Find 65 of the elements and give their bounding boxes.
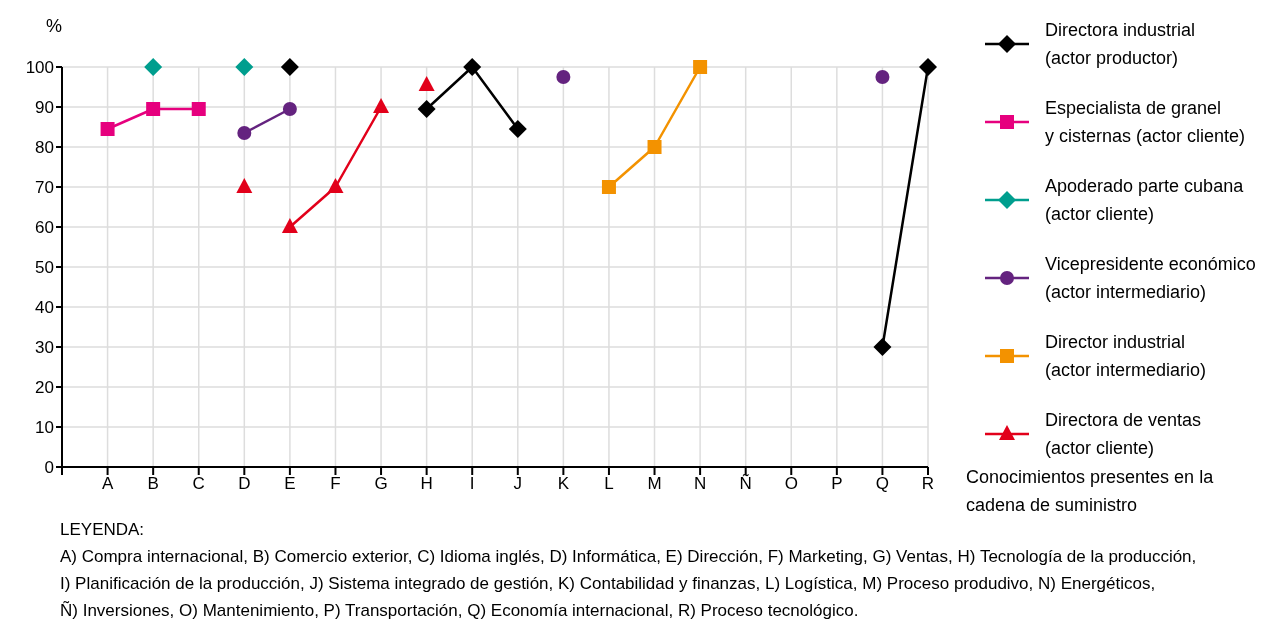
x-axis-title: Conocimientos presentes en la cadena de suministro: [966, 466, 1215, 517]
legend-label: Directora industrial (actor productor): [1045, 19, 1196, 70]
point: [281, 218, 298, 233]
point: [235, 58, 254, 76]
point: [100, 122, 115, 136]
text: A) Compra internacional, B) Comercio exterior, C) Idioma inglés, D) Informática, E) Dirección, F) Marketing, G) Ventas, H) Tecnología de la producción,: [60, 546, 1197, 568]
point: [418, 76, 435, 91]
x-tick-label: O: [784, 474, 798, 494]
y-tick-label: 20: [35, 378, 54, 398]
y-tick-label: 10: [35, 418, 54, 438]
text: Ñ) Inversiones, O) Mantenimiento, P) Transportación, Q) Economía internacional, R) Proceso tecnológico.: [60, 600, 860, 622]
y-tick-label: 30: [35, 338, 54, 358]
x-tick-label: M: [647, 474, 662, 494]
point: [191, 102, 206, 116]
x-tick-label: G: [374, 474, 388, 494]
text: LEYENDA:: [60, 519, 146, 541]
legend-label: Especialista de granel y cisternas (actor cliente): [1045, 97, 1246, 148]
point: [373, 98, 390, 113]
point: [280, 58, 299, 76]
legend-label: Apoderado parte cubana (actor cliente): [1045, 175, 1244, 226]
x-tick-label: P: [831, 474, 843, 494]
y-tick-label: 90: [35, 98, 54, 118]
point: [282, 102, 297, 116]
point: [873, 338, 892, 356]
x-tick-label: L: [604, 474, 614, 494]
legend-label: Directora de ventas (actor cliente): [1045, 409, 1202, 460]
x-tick-label: R: [921, 474, 935, 494]
point: [508, 120, 527, 138]
y-axis-title: %: [46, 16, 63, 37]
point: [919, 58, 937, 76]
legend-label: Vicepresidente económico (actor intermediario): [1045, 253, 1256, 304]
x-tick-label: Q: [875, 474, 890, 494]
point: [463, 58, 482, 76]
point: [144, 58, 163, 76]
y-tick-label: 70: [35, 178, 54, 198]
point: [236, 178, 253, 193]
y-tick-label: 100: [25, 58, 54, 78]
x-tick-label: E: [284, 474, 296, 494]
point: [146, 102, 161, 116]
x-tick-label: Ñ: [739, 474, 752, 494]
text: I) Planificación de la producción, J) Sistema integrado de gestión, K) Contabilidad y finanzas, L) Logística, M) Proceso produdivo, N) Energéticos,: [60, 573, 1157, 595]
x-tick-label: I: [469, 474, 475, 494]
point: [237, 126, 252, 140]
point: [327, 178, 344, 193]
x-tick-label: D: [238, 474, 251, 494]
point: [417, 100, 436, 118]
legend-label: Director industrial (actor intermediario): [1045, 331, 1207, 382]
y-tick-label: 50: [35, 258, 54, 278]
x-tick-label: B: [147, 474, 159, 494]
y-tick-label: 80: [35, 138, 54, 158]
x-tick-label: J: [513, 474, 523, 494]
x-tick-label: F: [330, 474, 341, 494]
x-tick-label: A: [101, 474, 114, 494]
x-tick-label: C: [192, 474, 205, 494]
point: [693, 60, 708, 74]
y-tick-label: 40: [35, 298, 54, 318]
point: [556, 70, 571, 84]
y-tick-label: 60: [35, 218, 54, 238]
point: [875, 70, 890, 84]
point: [647, 140, 662, 154]
point: [601, 180, 616, 194]
x-tick-label: K: [557, 474, 570, 494]
x-tick-label: N: [693, 474, 707, 494]
y-tick-label: 0: [44, 458, 54, 478]
x-tick-label: H: [420, 474, 433, 494]
